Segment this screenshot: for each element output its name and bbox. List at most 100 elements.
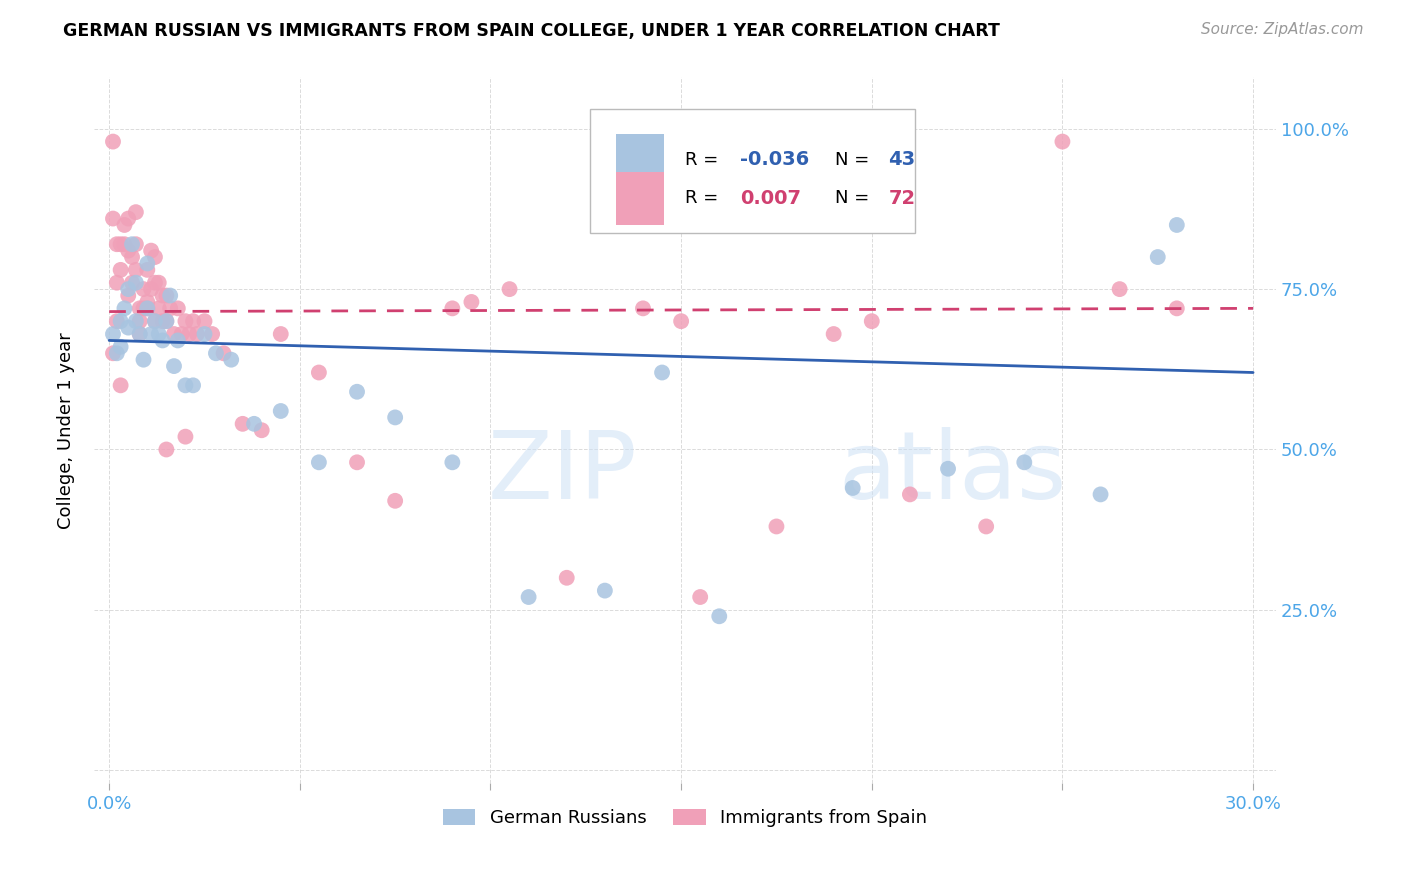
Point	[159, 301, 181, 316]
Point	[974, 519, 997, 533]
Point	[555, 571, 578, 585]
Point	[101, 211, 124, 226]
Point	[193, 326, 215, 341]
Point	[139, 282, 162, 296]
Point	[1146, 250, 1168, 264]
Point	[136, 256, 159, 270]
Point	[117, 288, 139, 302]
Point	[152, 314, 174, 328]
Point	[114, 301, 136, 316]
Point	[152, 288, 174, 302]
Point	[132, 301, 155, 316]
Point	[143, 314, 166, 328]
Point	[651, 366, 673, 380]
Point	[125, 263, 148, 277]
Point	[132, 352, 155, 367]
Point	[143, 250, 166, 264]
Point	[125, 314, 148, 328]
Point	[128, 301, 150, 316]
Point	[498, 282, 520, 296]
Point	[181, 314, 204, 328]
Point	[346, 455, 368, 469]
FancyBboxPatch shape	[616, 172, 664, 225]
Point	[143, 314, 166, 328]
Text: R =: R =	[685, 189, 718, 207]
Point	[136, 301, 159, 316]
Text: -0.036: -0.036	[741, 151, 810, 169]
Text: 0.007: 0.007	[741, 189, 801, 208]
Point	[155, 314, 177, 328]
Point	[517, 590, 540, 604]
Point	[170, 326, 193, 341]
Point	[105, 346, 128, 360]
Point	[898, 487, 921, 501]
Point	[174, 378, 197, 392]
Point	[669, 314, 692, 328]
Point	[1090, 487, 1112, 501]
Point	[936, 461, 959, 475]
Point	[163, 359, 186, 373]
Point	[117, 282, 139, 296]
Text: R =: R =	[685, 151, 718, 169]
Point	[205, 346, 228, 360]
Point	[114, 237, 136, 252]
FancyBboxPatch shape	[616, 134, 664, 186]
Point	[308, 455, 330, 469]
Point	[460, 295, 482, 310]
Point	[1166, 301, 1188, 316]
Point	[101, 326, 124, 341]
Text: 43: 43	[889, 151, 915, 169]
Point	[114, 218, 136, 232]
Point	[110, 378, 132, 392]
Point	[441, 301, 464, 316]
Point	[143, 276, 166, 290]
Point	[163, 326, 186, 341]
Point	[110, 263, 132, 277]
Point	[101, 346, 124, 360]
Point	[174, 430, 197, 444]
Point	[125, 205, 148, 219]
Point	[110, 314, 132, 328]
Point	[148, 301, 170, 316]
Point	[709, 609, 731, 624]
Point	[105, 276, 128, 290]
Text: N =: N =	[835, 151, 869, 169]
Point	[201, 326, 224, 341]
Point	[155, 314, 177, 328]
Point	[384, 493, 406, 508]
Point	[121, 250, 143, 264]
Point	[125, 276, 148, 290]
Point	[219, 352, 242, 367]
Point	[117, 320, 139, 334]
Point	[1052, 135, 1074, 149]
Point	[179, 326, 201, 341]
Text: 72: 72	[889, 189, 915, 208]
Y-axis label: College, Under 1 year: College, Under 1 year	[58, 332, 75, 529]
Point	[384, 410, 406, 425]
Point	[105, 237, 128, 252]
Point	[148, 326, 170, 341]
Point	[186, 326, 208, 341]
Point	[593, 583, 616, 598]
Point	[128, 314, 150, 328]
Point	[132, 282, 155, 296]
Point	[136, 295, 159, 310]
Point	[159, 288, 181, 302]
Point	[243, 417, 266, 431]
Point	[110, 340, 132, 354]
Point	[765, 519, 787, 533]
Point	[346, 384, 368, 399]
Point	[101, 135, 124, 149]
Point	[121, 276, 143, 290]
Point	[689, 590, 711, 604]
Point	[212, 346, 235, 360]
Point	[308, 366, 330, 380]
Point	[232, 417, 254, 431]
Text: atlas: atlas	[838, 426, 1067, 518]
Point	[631, 301, 654, 316]
Point	[270, 404, 292, 418]
Point	[166, 301, 188, 316]
Point	[117, 211, 139, 226]
Point	[181, 378, 204, 392]
Point	[155, 288, 177, 302]
